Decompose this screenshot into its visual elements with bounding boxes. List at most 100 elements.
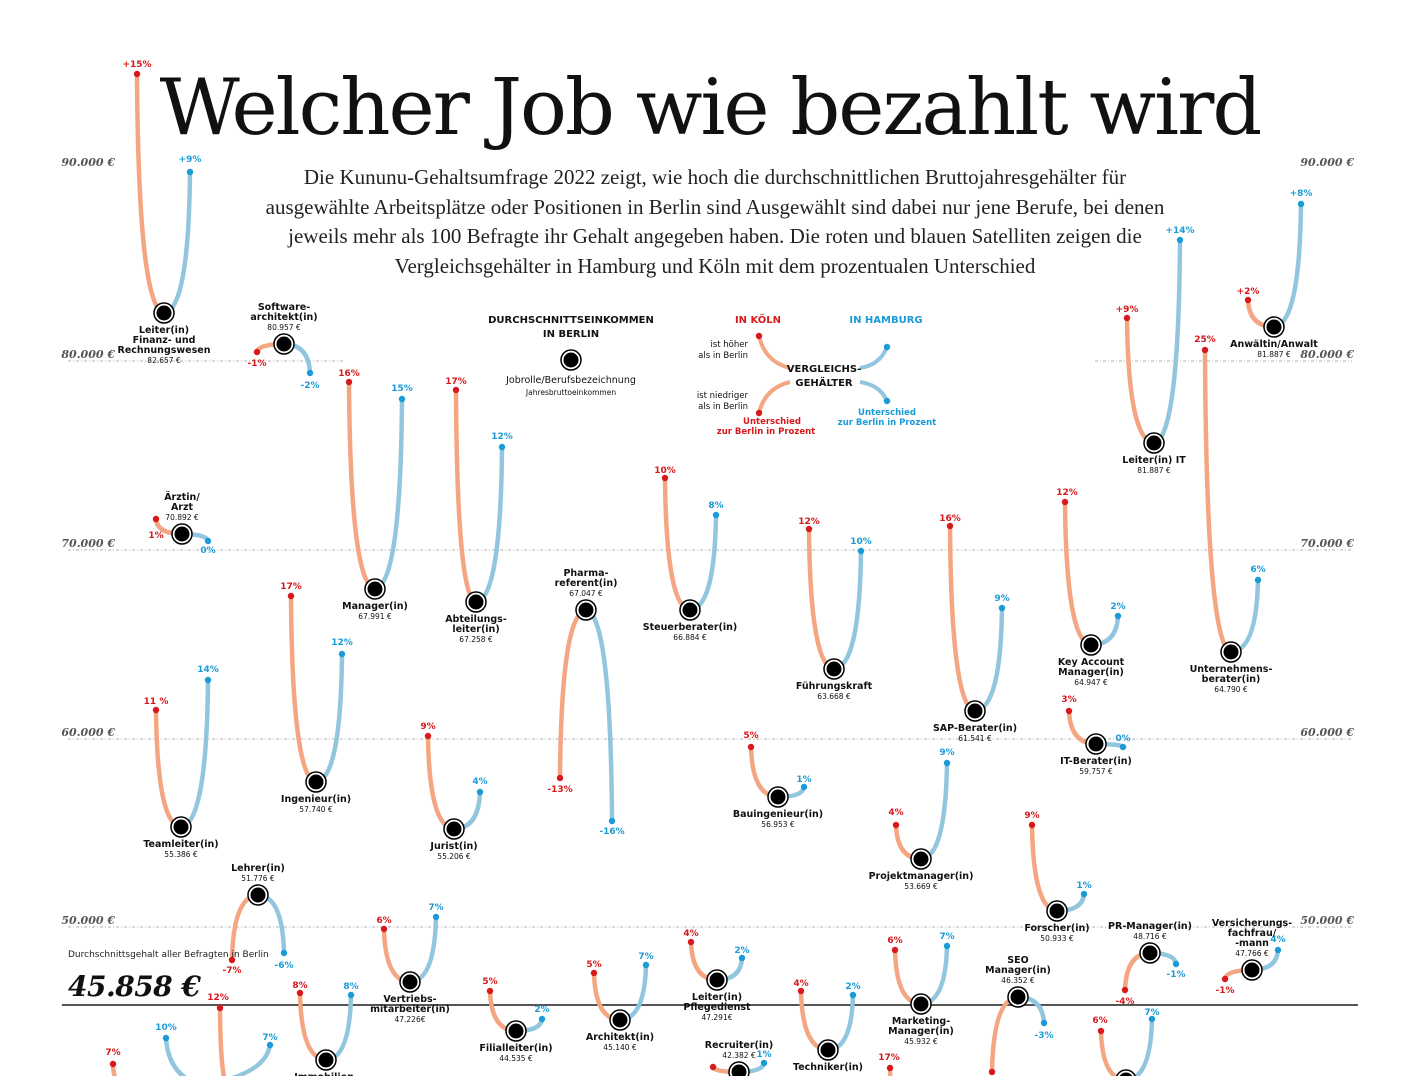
hamburg-dot: [338, 650, 346, 658]
y-tick-left: 80.000 €: [61, 348, 115, 361]
hamburg-dot: [204, 676, 212, 684]
koeln-pct: 1%: [148, 531, 163, 541]
job-salary: 67.258 €: [459, 635, 493, 644]
hamburg-pct: 7%: [428, 903, 443, 913]
job-salary: 61.541 €: [958, 734, 992, 743]
berlin-dot: [1083, 637, 1099, 653]
job-name: architekt(in): [250, 312, 317, 323]
average-value: 45.858 €: [68, 970, 201, 1003]
legend-hamburg-ribbon: [859, 346, 889, 370]
job-salary: 56.953 €: [761, 820, 795, 829]
job-salary: 45.140 €: [603, 1043, 637, 1052]
koeln-ribbon: [1062, 499, 1094, 648]
hamburg-dot: [608, 817, 616, 825]
job-name: Leiter(in): [139, 325, 189, 336]
job-name: Filialleiter(in): [479, 1043, 552, 1054]
hamburg-pct: 1%: [756, 1050, 771, 1060]
hamburg-pct: 1%: [1076, 881, 1091, 891]
berlin-dot: [709, 972, 725, 988]
job-salary: 45.932 €: [904, 1037, 938, 1046]
koeln-dot: [1221, 975, 1229, 983]
job-name: PR-Manager(in): [1108, 921, 1192, 932]
hamburg-pct: +14%: [1165, 226, 1194, 236]
job-name: berater(in): [1202, 674, 1261, 685]
hamburg-pct: -1%: [1166, 970, 1185, 980]
y-tick-right: 80.000 €: [1300, 348, 1354, 361]
job-salary: 51.776 €: [241, 874, 275, 883]
koeln-pct: 11 %: [144, 697, 169, 707]
hamburg-dot: [1080, 890, 1088, 898]
koeln-dot: [556, 774, 564, 782]
legend-koeln-ribbon: [757, 335, 791, 370]
job-name: Recruiter(in): [705, 1040, 773, 1051]
koeln-pct: 4%: [683, 929, 698, 939]
koeln-ribbon: [346, 379, 378, 592]
berlin-dot: [1010, 989, 1026, 1005]
berlin-dot: [770, 789, 786, 805]
koeln-ribbon: [110, 1061, 118, 1076]
koeln-ribbon: [288, 593, 319, 785]
hamburg-dot: [476, 788, 484, 796]
job-name: Lehrer(in): [231, 863, 285, 874]
job-salary: 50.933 €: [1040, 934, 1074, 943]
legend-center: GEHÄLTER: [795, 375, 853, 389]
job-name: SAP-Berater(in): [933, 723, 1017, 734]
job-salary: 63.668 €: [817, 692, 851, 701]
legend-dot-label: Jobrolle/Berufsbezeichnung: [505, 375, 636, 386]
hamburg-pct: -16%: [599, 827, 624, 837]
job-name: mitarbeiter(in): [370, 1004, 450, 1015]
koeln-dot: [452, 386, 460, 394]
berlin-dot: [612, 1012, 628, 1028]
berlin-dot: [276, 336, 292, 352]
koeln-ribbon: [557, 607, 589, 781]
y-tick-right: 90.000 €: [1300, 156, 1354, 169]
hamburg-pct: -6%: [274, 961, 293, 971]
koeln-dot: [152, 515, 160, 523]
job-name: Rechnungswesen: [118, 345, 211, 356]
koeln-pct: -4%: [1115, 997, 1134, 1007]
berlin-dot: [1088, 736, 1104, 752]
koeln-pct: 9%: [1024, 811, 1039, 821]
hamburg-pct: 4%: [472, 777, 487, 787]
hamburg-dot: [432, 913, 440, 921]
hamburg-dot: [186, 168, 194, 176]
hamburg-dot: [1254, 576, 1262, 584]
berlin-dot: [468, 594, 484, 610]
hamburg-pct: 7%: [638, 952, 653, 962]
berlin-dot: [1142, 945, 1158, 961]
koeln-pct: 3%: [1061, 695, 1076, 705]
koeln-dot: [1028, 821, 1036, 829]
hamburg-pct: 7%: [939, 932, 954, 942]
koeln-dot: [345, 378, 353, 386]
koeln-pct: 6%: [887, 936, 902, 946]
berlin-dot: [1244, 962, 1260, 978]
berlin-dot: [578, 602, 594, 618]
job-salary: 47.226€: [394, 1015, 425, 1024]
koeln-pct: -1%: [247, 359, 266, 369]
legend-dot-title: IN BERLIN: [543, 329, 599, 340]
hamburg-ribbon: [230, 1042, 273, 1076]
berlin-dot: [156, 305, 172, 321]
hamburg-pct: 9%: [939, 748, 954, 758]
job-salary: 55.386 €: [164, 850, 198, 859]
koeln-pct: 17%: [878, 1053, 900, 1063]
job-name: Teamleiter(in): [143, 839, 218, 850]
hamburg-pct: 10%: [155, 1023, 177, 1033]
job-name: Software-: [258, 302, 310, 313]
berlin-dot: [318, 1052, 334, 1068]
koeln-pct: 5%: [586, 960, 601, 970]
average-label: Durchschnittsgehalt aller Befragten in B…: [68, 950, 269, 960]
legend-dot-title: DURCHSCHNITTSEINKOMMEN: [488, 315, 654, 326]
berlin-dot: [174, 526, 190, 542]
y-tick-right: 60.000 €: [1300, 726, 1354, 739]
hamburg-ribbon: [831, 548, 864, 672]
job-name: Anwältin/Anwalt: [1230, 339, 1318, 350]
hamburg-ribbon: [163, 1035, 187, 1076]
hamburg-ribbon: [687, 512, 719, 613]
koeln-pct: -13%: [547, 785, 572, 795]
hamburg-pct: 4%: [1270, 935, 1285, 945]
hamburg-dot: [306, 369, 314, 377]
hamburg-pct: 15%: [391, 384, 413, 394]
koeln-dot: [1065, 707, 1073, 715]
job-name: Manager(in): [888, 1026, 954, 1037]
